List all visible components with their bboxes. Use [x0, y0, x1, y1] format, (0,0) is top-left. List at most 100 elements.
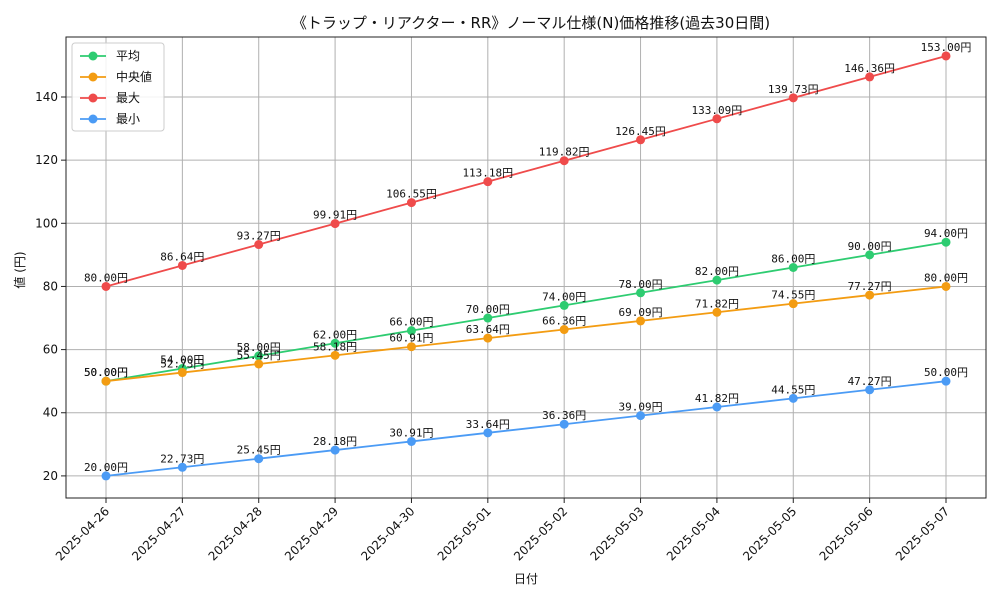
data-label: 58.00円 — [237, 341, 281, 354]
legend-label: 最大 — [116, 91, 140, 105]
data-label: 77.27円 — [848, 280, 892, 293]
data-label: 63.64円 — [466, 323, 510, 336]
data-label: 60.91円 — [389, 332, 433, 345]
data-point — [712, 307, 722, 317]
x-axis-label: 日付 — [514, 572, 538, 586]
data-point — [483, 177, 493, 187]
data-label: 99.91円 — [313, 209, 357, 222]
legend-label: 最小 — [116, 112, 140, 126]
plot-frame — [65, 36, 987, 499]
data-point — [559, 300, 569, 310]
x-tick-label: 2025-05-06 — [817, 504, 876, 563]
data-label: 50.00円 — [84, 366, 128, 379]
data-label: 133.09円 — [692, 104, 743, 117]
x-tick-label: 2025-05-07 — [893, 504, 952, 563]
data-point — [865, 72, 875, 82]
x-tick-label: 2025-05-05 — [740, 504, 799, 563]
y-axis-label: 値 (円) — [12, 251, 27, 288]
data-label: 70.00円 — [466, 303, 510, 316]
data-point — [636, 288, 646, 298]
data-label: 69.09円 — [618, 306, 662, 319]
y-tick-label: 40 — [43, 406, 58, 420]
data-point — [636, 411, 646, 421]
y-tick-label: 120 — [35, 153, 58, 167]
data-point — [177, 368, 187, 378]
y-tick-label: 140 — [35, 90, 58, 104]
x-tick-label: 2025-05-01 — [435, 504, 494, 563]
data-label: 74.00円 — [542, 290, 586, 303]
data-label: 146.36円 — [844, 62, 895, 75]
data-point — [712, 402, 722, 412]
legend-swatch-marker — [88, 93, 98, 103]
data-point — [177, 462, 187, 472]
chart-title: 《トラップ・リアクター・RR》ノーマル仕様(N)価格推移(過去30日間) — [292, 14, 770, 32]
data-point — [483, 333, 493, 343]
legend-swatch-marker — [88, 51, 98, 61]
data-label: 153.00円 — [921, 41, 972, 54]
data-point — [330, 350, 340, 360]
data-point — [177, 260, 187, 270]
data-point — [559, 325, 569, 335]
data-label: 50.00円 — [84, 366, 128, 379]
data-label: 71.82円 — [695, 297, 739, 310]
data-label: 30.91円 — [389, 426, 433, 439]
data-point — [254, 351, 264, 361]
data-label: 119.82円 — [539, 146, 590, 159]
data-point — [101, 471, 111, 481]
data-label: 55.45円 — [237, 349, 281, 362]
data-point — [636, 316, 646, 326]
x-tick-label: 2025-04-28 — [206, 504, 265, 563]
data-point — [254, 359, 264, 369]
x-tick-label: 2025-04-29 — [282, 504, 341, 563]
data-point — [559, 156, 569, 166]
data-label: 93.27円 — [237, 230, 281, 243]
data-point — [636, 135, 646, 145]
series-line — [105, 55, 947, 288]
grid-layer — [66, 37, 986, 498]
data-label: 106.55円 — [386, 188, 437, 201]
data-point — [788, 299, 798, 309]
data-label: 39.09円 — [618, 401, 662, 414]
data-label: 62.00円 — [313, 328, 357, 341]
data-label: 44.55円 — [771, 383, 815, 396]
legend-swatch-marker — [88, 72, 98, 82]
data-point — [865, 290, 875, 300]
x-tick-label: 2025-05-04 — [664, 504, 723, 563]
data-point — [406, 326, 416, 336]
data-point — [788, 263, 798, 272]
x-tick-label: 2025-04-26 — [53, 504, 112, 563]
data-label: 33.64円 — [466, 418, 510, 431]
data-label: 80.00円 — [924, 271, 968, 284]
data-point — [941, 376, 951, 386]
x-tick-label: 2025-04-30 — [358, 504, 417, 563]
y-tick-label: 100 — [35, 216, 58, 230]
legend-label: 中央値 — [116, 69, 152, 84]
data-label: 36.36円 — [542, 409, 586, 422]
data-point — [865, 250, 875, 260]
data-label: 66.00円 — [389, 316, 433, 329]
data-point — [712, 275, 722, 285]
data-point — [941, 51, 951, 61]
y-tick-label: 20 — [43, 469, 58, 483]
data-label: 20.00円 — [84, 461, 128, 474]
data-point — [406, 342, 416, 352]
series-line — [105, 241, 947, 383]
data-point — [406, 198, 416, 208]
series-layer — [101, 51, 951, 481]
data-label: 25.45円 — [237, 444, 281, 457]
data-label: 28.18円 — [313, 435, 357, 448]
data-point — [483, 428, 493, 438]
data-label: 66.36円 — [542, 315, 586, 328]
data-label: 80.00円 — [84, 271, 128, 284]
data-label: 41.82円 — [695, 392, 739, 405]
data-label: 52.73円 — [160, 358, 204, 371]
data-point — [101, 376, 111, 386]
data-point — [330, 338, 340, 348]
data-label: 126.45円 — [615, 125, 666, 138]
data-label: 74.55円 — [771, 289, 815, 302]
data-label: 54.00円 — [160, 354, 204, 367]
data-label: 86.00円 — [771, 253, 815, 266]
